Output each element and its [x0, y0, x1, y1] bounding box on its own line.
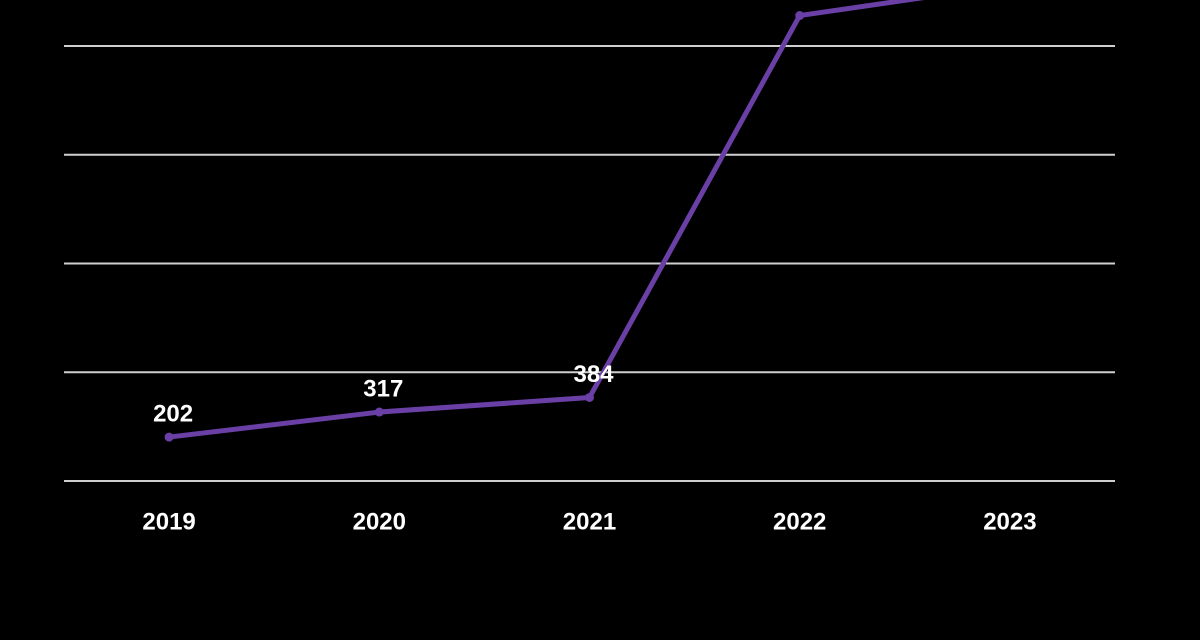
data-label: 2140 — [777, 0, 830, 6]
x-tick-label: 2022 — [773, 508, 826, 535]
x-tick-label: 2023 — [983, 508, 1036, 535]
x-tick-label: 2019 — [142, 508, 195, 535]
point — [374, 407, 384, 417]
data-label: 202 — [153, 400, 193, 427]
data-label: 384 — [573, 361, 614, 388]
point — [795, 11, 805, 21]
x-tick-label: 2021 — [563, 508, 616, 535]
point — [164, 432, 174, 442]
data-label: 317 — [363, 375, 403, 402]
point — [585, 392, 594, 402]
x-tick-label: 2020 — [353, 508, 406, 535]
